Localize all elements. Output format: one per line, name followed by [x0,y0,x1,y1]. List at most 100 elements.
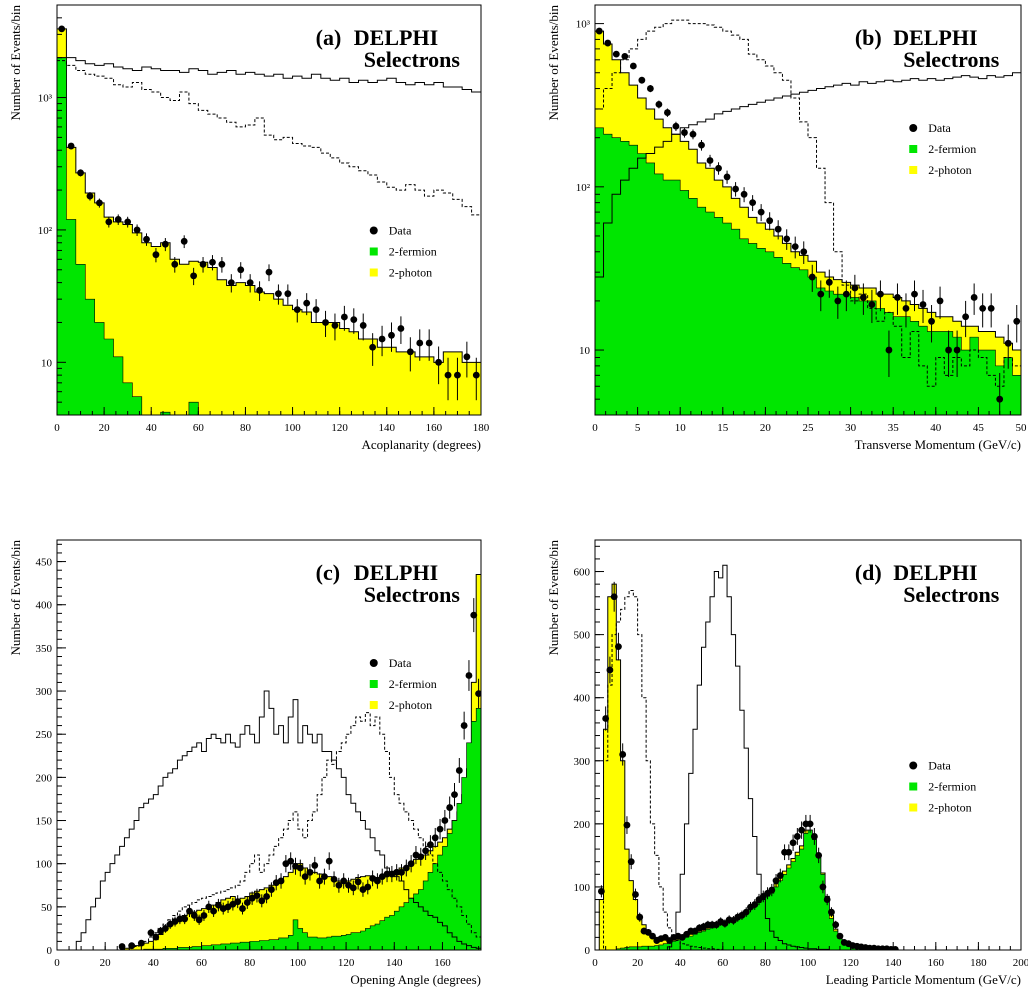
data-point [239,905,246,912]
y-tick-label: 500 [574,630,591,642]
title: DELPHI [354,560,438,585]
legend-data-marker [369,659,378,667]
data-point [147,929,155,937]
data-point [953,346,961,354]
x-tick-label: 40 [930,422,942,434]
data-point [335,881,343,889]
x-tick-label: 80 [760,957,772,969]
data-point [742,908,750,916]
data-point [306,868,314,876]
x-tick-label: 120 [338,957,355,969]
y-tick-label: 10³ [38,93,53,105]
data-point [832,921,840,929]
data-point [205,903,213,911]
panel-tag: (a) [316,25,342,50]
plot-area-c [57,574,481,950]
data-point [96,199,103,207]
y-axis-label: Number of Events/bin [546,540,561,656]
data-point [359,322,367,329]
data-point [422,847,429,855]
y-tick-label: 10 [579,345,591,357]
data-point [815,851,823,859]
data-point [398,868,405,876]
x-tick-label: 100 [290,957,307,969]
data-point [378,335,386,343]
data-point [768,886,776,894]
data-point [475,690,481,698]
data-point [215,901,222,909]
data-point [114,216,122,223]
x-tick-label: 20 [99,422,111,434]
subtitle: Selectrons [903,47,1000,72]
x-tick-label: 160 [928,957,945,969]
data-point [836,932,844,940]
data-point [776,872,784,879]
data-point [817,290,825,298]
y-tick-label: 200 [36,772,53,784]
data-point [791,243,799,251]
data-point [945,346,952,354]
data-point [649,932,656,940]
x-tick-label: 120 [331,422,348,434]
data-point [200,912,208,919]
data-point [638,76,646,84]
data-point [253,892,261,900]
data-point [190,912,198,919]
data-point [606,666,614,674]
y-tick-label: 400 [36,600,53,612]
data-point [331,322,339,329]
data-point [810,833,818,840]
y-tick-label: 100 [574,882,591,894]
x-tick-label: 50 [1016,422,1028,434]
plot-area-a [57,25,481,415]
data-point [751,901,759,908]
data-point [885,346,893,354]
data-point [152,251,160,259]
data-point [681,129,688,136]
data-point [749,199,757,207]
x-axis-label: Leading Particle Momentum (GeV/c) [826,972,1021,987]
x-tick-label: 100 [284,422,301,434]
data-point [783,235,791,243]
subtitle: Selectrons [903,582,1000,607]
x-tick-label: 80 [244,957,256,969]
data-point [388,331,395,339]
y-tick-label: 0 [585,945,591,957]
signal-dashed-hist [595,19,1021,387]
x-tick-label: 200 [1013,957,1028,969]
x-tick-label: 60 [196,957,208,969]
data-point [296,864,304,872]
y-tick-label: 50 [41,902,53,914]
x-tick-label: 40 [675,957,687,969]
data-point [793,833,801,840]
x-tick-label: 10 [675,422,687,434]
legend-two-photon-swatch [909,803,918,812]
data-point [636,913,644,921]
legend-data-marker [909,124,918,132]
data-point [629,62,637,70]
y-tick-label: 0 [47,945,53,957]
data-point [275,290,282,298]
data-point [190,272,198,280]
data-point [243,899,251,906]
x-tick-label: 140 [379,422,396,434]
two-photon-hist [57,28,481,415]
x-tick-label: 160 [426,422,443,434]
x-tick-label: 0 [54,957,60,969]
data-point [268,886,275,893]
data-point [825,278,833,286]
x-tick-label: 0 [54,422,60,434]
y-tick-label: 150 [36,816,53,828]
y-tick-label: 300 [574,756,591,768]
x-tick-label: 180 [473,422,490,434]
data-point [463,353,471,361]
data-point [740,190,748,198]
x-axis-label: Transverse Momentum (GeV/c) [855,437,1021,452]
data-point [806,820,814,828]
data-point [602,715,610,722]
data-point [808,273,816,281]
data-point [369,343,377,351]
x-tick-label: 20 [632,957,644,969]
data-point [218,260,226,268]
data-point [325,857,333,865]
